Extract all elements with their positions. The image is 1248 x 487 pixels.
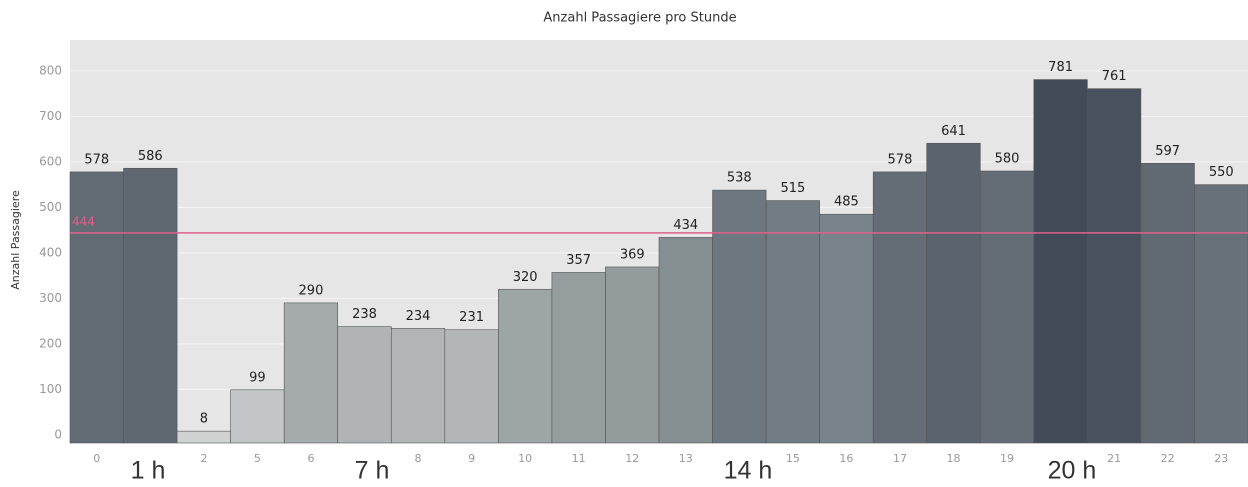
bar bbox=[69, 171, 124, 444]
data-label: 578 bbox=[888, 152, 913, 167]
data-label: 8 bbox=[200, 412, 208, 427]
bar bbox=[605, 266, 660, 444]
data-label: 231 bbox=[459, 310, 484, 325]
data-label: 550 bbox=[1209, 165, 1234, 180]
bar bbox=[551, 272, 606, 444]
bar bbox=[1033, 79, 1088, 444]
y-tick-label: 100 bbox=[39, 382, 62, 396]
chart-title: Anzahl Passagiere pro Stunde bbox=[543, 11, 736, 26]
x-tick-label: 9 bbox=[468, 452, 475, 465]
x-tick-label: 16 bbox=[839, 452, 853, 465]
y-axis-label: Anzahl Passagiere bbox=[9, 190, 22, 290]
y-tick-label: 400 bbox=[39, 245, 62, 259]
bar bbox=[1140, 162, 1195, 444]
bar bbox=[123, 167, 178, 444]
data-label: 357 bbox=[566, 253, 591, 268]
bar bbox=[1194, 184, 1248, 444]
data-label: 234 bbox=[406, 309, 431, 324]
data-label: 641 bbox=[941, 124, 966, 139]
data-label: 597 bbox=[1155, 144, 1180, 159]
bar bbox=[712, 189, 767, 444]
data-label: 586 bbox=[138, 149, 163, 164]
data-label: 369 bbox=[620, 247, 645, 262]
data-label: 578 bbox=[84, 152, 109, 167]
annotation: 14 h bbox=[724, 457, 773, 485]
bar bbox=[1087, 88, 1142, 444]
data-label: 515 bbox=[780, 181, 805, 196]
x-tick-label: 2 bbox=[200, 452, 207, 465]
bar bbox=[176, 430, 231, 444]
bar bbox=[765, 200, 820, 444]
data-label: 434 bbox=[673, 218, 698, 233]
x-tick-label: 8 bbox=[415, 452, 422, 465]
reference-label: 444 bbox=[72, 214, 95, 228]
x-tick-label: 13 bbox=[679, 452, 693, 465]
data-label: 485 bbox=[834, 195, 859, 210]
bar bbox=[283, 302, 339, 444]
x-tick-label: 10 bbox=[518, 452, 532, 465]
x-tick-label: 11 bbox=[572, 452, 586, 465]
bar bbox=[872, 171, 928, 444]
data-label: 290 bbox=[299, 283, 324, 298]
y-tick-label: 0 bbox=[54, 427, 62, 441]
data-label: 761 bbox=[1102, 69, 1127, 84]
data-label: 781 bbox=[1048, 60, 1073, 75]
x-tick-label: 15 bbox=[786, 452, 800, 465]
x-tick-label: 17 bbox=[893, 452, 907, 465]
x-tick-label: 19 bbox=[1000, 452, 1014, 465]
annotation: 1 h bbox=[131, 457, 166, 485]
x-tick-label: 23 bbox=[1214, 452, 1228, 465]
data-label: 580 bbox=[995, 151, 1020, 166]
y-tick-label: 200 bbox=[39, 336, 62, 350]
y-tick-label: 500 bbox=[39, 200, 62, 214]
bar bbox=[926, 142, 981, 444]
y-tick-label: 300 bbox=[39, 291, 62, 305]
bar bbox=[337, 326, 392, 444]
data-label: 99 bbox=[249, 370, 266, 385]
x-tick-label: 22 bbox=[1161, 452, 1175, 465]
annotation: 20 h bbox=[1048, 457, 1097, 485]
x-tick-label: 12 bbox=[625, 452, 639, 465]
x-tick-label: 0 bbox=[93, 452, 100, 465]
bar bbox=[444, 329, 499, 444]
x-tick-label: 6 bbox=[307, 452, 314, 465]
data-label: 538 bbox=[727, 171, 752, 186]
x-tick-label: 18 bbox=[947, 452, 961, 465]
annotation: 7 h bbox=[355, 457, 390, 485]
bar bbox=[390, 328, 446, 444]
bar bbox=[979, 170, 1035, 444]
y-tick-label: 700 bbox=[39, 109, 62, 123]
x-tick-label: 5 bbox=[254, 452, 261, 465]
bar bbox=[498, 288, 553, 444]
bar bbox=[819, 213, 874, 444]
bar bbox=[230, 389, 285, 444]
y-tick-label: 600 bbox=[39, 154, 62, 168]
data-label: 320 bbox=[513, 270, 538, 285]
y-tick-label: 800 bbox=[39, 63, 62, 77]
x-tick-label: 21 bbox=[1107, 452, 1121, 465]
data-label: 238 bbox=[352, 307, 377, 322]
bar bbox=[658, 237, 713, 444]
